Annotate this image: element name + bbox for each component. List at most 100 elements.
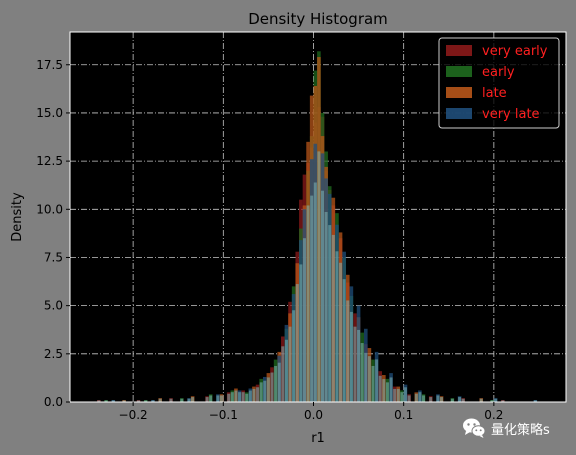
y-tick-label-6: 15.0	[36, 106, 63, 120]
overlap-bar-30	[277, 362, 281, 402]
overlap-bar-9	[180, 398, 184, 402]
overlap-bar-34	[292, 310, 296, 402]
y-tick-label-2: 5.0	[44, 299, 63, 313]
overlap-bar-46	[335, 251, 339, 402]
overlap-bar-67	[414, 393, 418, 402]
legend-swatch-late	[446, 87, 472, 98]
x-axis-label: r1	[311, 431, 325, 446]
y-tick-label-0: 0.0	[44, 395, 63, 409]
overlap-bar-37	[302, 238, 306, 402]
overlap-bar-52	[357, 329, 361, 402]
overlap-bar-45	[331, 234, 335, 402]
overlap-bar-44	[328, 225, 332, 402]
overlap-bar-65	[403, 387, 407, 402]
overlap-bar-74	[458, 397, 462, 402]
overlap-bar-73	[450, 398, 454, 402]
overlap-bar-42	[321, 190, 325, 402]
y-tick-label-4: 10.0	[36, 202, 63, 216]
overlap-bar-75	[461, 398, 465, 402]
overlap-bar-77	[490, 400, 494, 402]
overlap-bar-51	[353, 326, 357, 402]
overlap-bar-22	[248, 390, 252, 402]
overlap-bar-61	[389, 377, 393, 402]
overlap-bar-11	[191, 397, 195, 402]
overlap-bar-15	[220, 395, 224, 402]
x-tick-label-2: 0.0	[304, 408, 323, 422]
overlap-bar-7	[158, 398, 162, 402]
overlap-bar-78	[494, 398, 498, 402]
x-tick-label-4: 0.2	[484, 408, 503, 422]
legend-label-very-early: very early	[482, 44, 548, 59]
overlap-bar-53	[360, 343, 364, 402]
overlap-bar-28	[270, 372, 274, 402]
overlap-bar-24	[256, 387, 260, 402]
overlap-bar-29	[274, 365, 278, 402]
y-tick-label-5: 12.5	[36, 154, 63, 168]
overlap-bar-26	[263, 380, 267, 402]
overlap-bar-12	[205, 397, 209, 402]
overlap-bar-39	[310, 195, 314, 402]
overlap-bar-40	[313, 182, 317, 402]
overlap-bar-50	[349, 311, 353, 402]
x-tick-label-1: −0.1	[209, 408, 238, 422]
overlap-bar-80	[533, 400, 537, 402]
overlap-bar-27	[266, 377, 270, 402]
watermark: 量化策略s	[462, 417, 550, 439]
overlap-bar-36	[299, 264, 303, 402]
y-axis-label: Density	[10, 192, 25, 242]
overlap-bar-20	[241, 392, 245, 402]
legend-swatch-very-early	[446, 45, 472, 56]
y-tick-label-7: 17.5	[36, 58, 63, 72]
overlap-bar-17	[230, 392, 234, 402]
overlap-bar-79	[501, 400, 505, 402]
x-axis-ticks: −0.2 −0.1 0.0 0.1 0.2	[119, 402, 503, 422]
overlap-bar-71	[436, 395, 440, 402]
overlap-bar-16	[227, 393, 231, 402]
overlap-bar-13	[209, 395, 213, 402]
overlap-bar-70	[429, 397, 433, 402]
watermark-text: 量化策略s	[491, 422, 550, 438]
overlap-bar-60	[385, 382, 389, 402]
overlap-bar-31	[281, 346, 285, 402]
legend-label-late: late	[482, 86, 507, 101]
legend-label-early: early	[482, 65, 515, 80]
overlap-bar-23	[252, 388, 256, 402]
y-axis-ticks: 0.0 2.5 5.0 7.5 10.0 12.5 15.0 17.5	[36, 58, 70, 409]
overlap-bar-55	[367, 356, 371, 402]
overlap-bar-58	[378, 375, 382, 402]
overlap-bar-48	[342, 279, 346, 402]
overlap-bar-68	[418, 392, 422, 402]
overlap-bar-62	[393, 388, 397, 402]
overlap-bar-2	[111, 400, 115, 402]
legend-box	[438, 37, 560, 129]
overlap-bar-0	[97, 400, 101, 402]
overlap-bar-41	[317, 151, 321, 402]
overlap-bar-6	[151, 400, 155, 402]
overlap-bar-49	[346, 300, 350, 402]
plot-frame	[69, 31, 567, 403]
y-tick-label-3: 7.5	[44, 250, 63, 264]
legend-swatch-very-late	[446, 108, 472, 119]
overlap-bar-8	[169, 398, 173, 402]
legend-swatch-early	[446, 66, 472, 77]
overlap-bar-63	[396, 388, 400, 402]
overlap-bar-5	[144, 400, 148, 402]
overlap-bar-76	[479, 398, 483, 402]
overlap-bar-21	[245, 393, 249, 402]
overlap-bar-19	[238, 392, 242, 402]
overlap-bar-54	[364, 352, 368, 402]
overlap-bar-4	[137, 400, 141, 402]
overlap-bars	[97, 151, 537, 402]
overlap-bar-1	[104, 400, 108, 402]
overlap-bar-72	[440, 397, 444, 402]
overlap-bar-47	[339, 262, 343, 402]
x-tick-label-0: −0.2	[119, 408, 148, 422]
overlap-bar-64	[400, 392, 404, 402]
chart-title: Density Histogram	[248, 10, 388, 28]
x-tick-label-3: 0.1	[394, 408, 413, 422]
wechat-icon	[463, 418, 486, 438]
y-tick-label-1: 2.5	[44, 347, 63, 361]
overlap-bar-57	[375, 359, 379, 402]
overlap-bar-10	[187, 398, 191, 402]
